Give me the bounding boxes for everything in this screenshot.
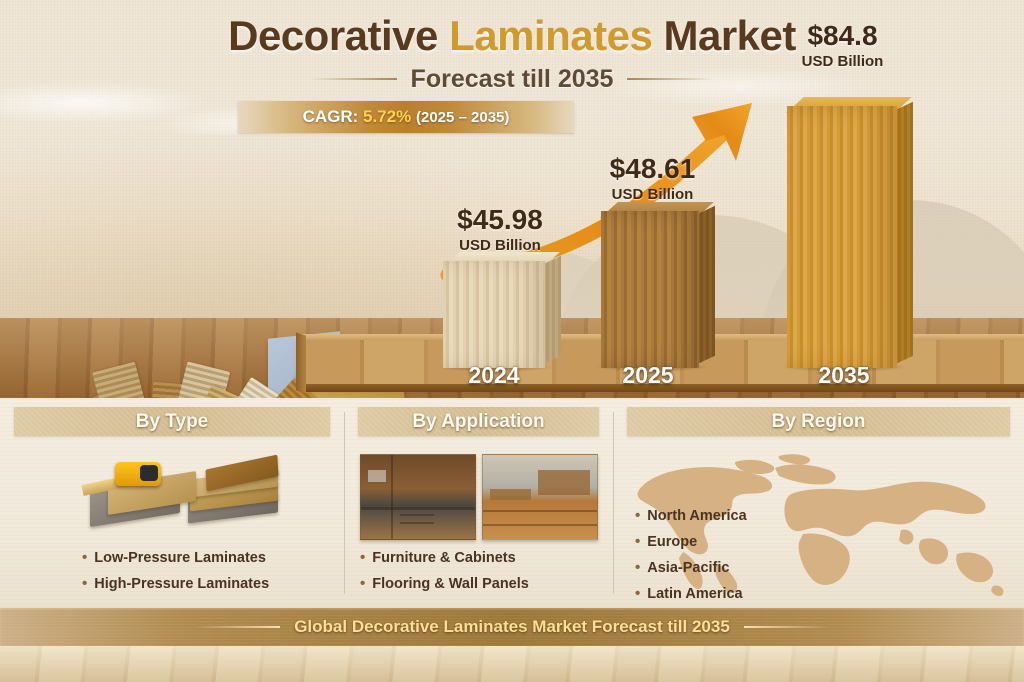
bottom-wood-strip bbox=[0, 646, 1024, 682]
list-item: High-Pressure Laminates bbox=[82, 574, 426, 594]
panel-heading-by-type: By Type bbox=[14, 407, 330, 436]
title-block: Decorative Laminates Market Forecast til… bbox=[0, 12, 1024, 94]
value-label-2035: $84.8 USD Billion bbox=[775, 20, 910, 71]
cagr-text: CAGR: 5.72% (2025 – 2035) bbox=[303, 107, 510, 127]
value-unit: USD Billion bbox=[459, 237, 541, 254]
panel-body-by-type: Low-Pressure Laminates High-Pressure Lam… bbox=[0, 444, 344, 608]
axis-label-2024: 2024 bbox=[468, 362, 520, 388]
cagr-period: (2025 – 2035) bbox=[415, 109, 510, 126]
panel-heading-by-application: By Application bbox=[358, 407, 599, 436]
list-item: Latin America bbox=[635, 584, 1024, 604]
cagr-value: 5.72% bbox=[363, 107, 412, 126]
rule-right bbox=[627, 78, 714, 81]
bar-2025 bbox=[600, 202, 715, 368]
panel-heading-label: By Region bbox=[771, 410, 866, 432]
cagr-label: CAGR: bbox=[302, 107, 359, 126]
panel-heading-label: By Type bbox=[135, 410, 209, 432]
axis-label-2025: 2025 bbox=[622, 362, 674, 388]
rule-left bbox=[310, 78, 397, 81]
by-type-illustration bbox=[80, 454, 280, 534]
title-word-decorative: Decorative bbox=[228, 12, 450, 59]
cagr-banner: CAGR: 5.72% (2025 – 2035) bbox=[238, 101, 574, 133]
footer-text: Global Decorative Laminates Market Forec… bbox=[294, 617, 730, 636]
by-region-list: North America Europe Asia-Pacific Latin … bbox=[635, 506, 1024, 609]
bar-2024 bbox=[442, 252, 561, 368]
value-unit: USD Billion bbox=[801, 53, 884, 70]
panel-by-region: By Region bbox=[613, 398, 1024, 608]
list-item: North America bbox=[635, 506, 1024, 526]
by-type-list: Low-Pressure Laminates High-Pressure Lam… bbox=[82, 548, 426, 600]
value-label-2024: $45.98 USD Billion bbox=[440, 204, 560, 255]
by-application-list: Furniture & Cabinets Flooring & Wall Pan… bbox=[360, 548, 629, 600]
bar-2035 bbox=[786, 97, 913, 368]
list-item: Europe bbox=[635, 532, 1024, 552]
by-application-photos bbox=[360, 454, 598, 540]
page-title: Decorative Laminates Market bbox=[0, 12, 1024, 59]
list-item: Furniture & Cabinets bbox=[360, 548, 629, 568]
segment-panels: By Type Low-Pressure Laminates High-Pres bbox=[0, 398, 1024, 608]
value-amount: $48.61 bbox=[609, 153, 696, 184]
panel-heading-by-region: By Region bbox=[627, 407, 1010, 436]
kitchen-cabinets-photo bbox=[360, 454, 476, 540]
flooring-wall-panels-photo bbox=[482, 454, 598, 540]
value-unit: USD Billion bbox=[611, 186, 694, 203]
list-item: Low-Pressure Laminates bbox=[82, 548, 426, 568]
value-amount: $45.98 bbox=[457, 204, 543, 235]
panel-body-by-application: Furniture & Cabinets Flooring & Wall Pan… bbox=[344, 444, 613, 608]
tape-measure-grip bbox=[140, 465, 158, 481]
subtitle-row: Forecast till 2035 bbox=[0, 65, 1024, 94]
panel-by-application: By Application bbox=[344, 398, 613, 608]
panel-body-by-region: North America Europe Asia-Pacific Latin … bbox=[613, 444, 1024, 608]
value-label-2025: $48.61 USD Billion bbox=[590, 153, 715, 204]
platform-front-edge bbox=[300, 384, 1024, 392]
footer-rule-left bbox=[194, 626, 281, 628]
footer-rule-right bbox=[743, 626, 830, 628]
page-subtitle: Forecast till 2035 bbox=[410, 64, 614, 93]
list-item: Asia-Pacific bbox=[635, 558, 1024, 578]
panel-by-type: By Type Low-Pressure Laminates High-Pres bbox=[0, 398, 344, 608]
axis-label-2035: 2035 bbox=[818, 362, 870, 388]
panel-divider bbox=[344, 412, 345, 594]
title-word-market: Market bbox=[652, 12, 796, 59]
title-word-laminates: Laminates bbox=[449, 12, 653, 59]
value-amount: $84.8 bbox=[807, 20, 878, 51]
platform-left-edge bbox=[296, 332, 306, 394]
panel-divider bbox=[613, 412, 614, 594]
panel-heading-label: By Application bbox=[412, 410, 545, 432]
footer-banner: Global Decorative Laminates Market Forec… bbox=[0, 608, 1024, 646]
list-item: Flooring & Wall Panels bbox=[360, 574, 629, 594]
